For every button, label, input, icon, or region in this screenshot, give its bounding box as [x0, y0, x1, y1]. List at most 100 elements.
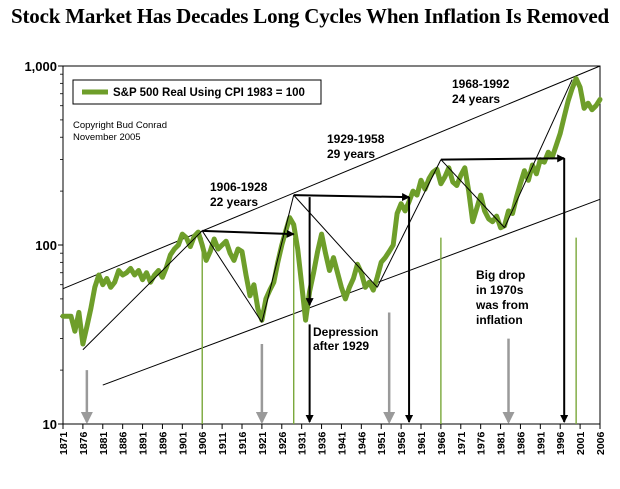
data-point: [348, 286, 350, 288]
data-point: [492, 221, 494, 223]
x-tick-label: 1986: [515, 431, 527, 455]
x-tick-label: 1921: [257, 431, 269, 455]
data-point: [173, 248, 175, 250]
data-point: [559, 132, 561, 135]
data-point: [567, 100, 569, 102]
data-point: [563, 116, 565, 118]
x-tick-label: 1911: [217, 432, 229, 455]
data-point: [424, 188, 426, 190]
x-tick-label: 2006: [595, 431, 607, 455]
annotation-1929-1958: 1929-1958: [327, 132, 385, 146]
data-point: [201, 244, 203, 246]
x-tick-label: 1871: [58, 431, 70, 455]
x-tick-label: 1906: [197, 431, 209, 455]
data-point: [583, 107, 585, 109]
x-tick-label: 1971: [456, 431, 468, 455]
data-point: [297, 248, 299, 250]
legend-label: S&P 500 Real Using CPI 1983 = 100: [113, 87, 305, 99]
data-point: [177, 244, 179, 246]
data-point: [332, 257, 335, 259]
data-point: [193, 235, 195, 237]
data-point: [78, 311, 80, 314]
data-point: [241, 250, 243, 253]
data-point: [416, 194, 418, 196]
data-point: [551, 156, 553, 158]
data-point: [432, 171, 434, 173]
data-point: [547, 151, 549, 153]
annotation-big-drop: was from: [475, 298, 529, 312]
data-point: [328, 269, 331, 272]
data-point: [316, 250, 319, 253]
cycle-trend-line: [504, 79, 573, 228]
data-point: [595, 105, 597, 107]
x-tick-label: 1941: [336, 431, 348, 455]
data-point: [70, 315, 72, 317]
data-point: [189, 245, 191, 248]
data-point: [527, 179, 530, 181]
data-point: [495, 215, 498, 217]
annotation-1906-1928: 1906-1928: [210, 180, 268, 194]
data-point: [404, 210, 406, 212]
data-point: [428, 177, 430, 180]
data-point: [555, 144, 557, 147]
data-point: [289, 217, 291, 219]
data-point: [157, 269, 160, 272]
data-point: [476, 207, 478, 210]
x-tick-label: 1881: [98, 431, 110, 455]
upper-trend-line: [62, 65, 601, 290]
data-point: [110, 286, 112, 288]
data-point: [225, 240, 227, 242]
data-point: [313, 272, 315, 274]
data-point: [141, 279, 144, 281]
data-point: [376, 276, 378, 278]
data-point: [126, 272, 128, 274]
data-point: [400, 203, 402, 205]
data-point: [380, 261, 382, 263]
data-point: [169, 254, 171, 256]
data-point: [575, 78, 577, 80]
chart-title: Stock Market Has Decades Long Cycles Whe…: [11, 4, 609, 28]
data-point: [472, 221, 474, 223]
data-point: [360, 272, 362, 274]
x-tick-label: 1891: [138, 431, 150, 455]
data-point: [488, 218, 490, 220]
annotation-1968-1992: 1968-1992: [452, 77, 510, 91]
annotation-1929-1958: 29 years: [327, 147, 375, 161]
cycle-span-arrow: [440, 154, 566, 163]
cycle-trend-line: [261, 194, 295, 323]
data-point: [122, 274, 124, 276]
x-tick-label: 1951: [376, 431, 388, 455]
data-point: [229, 252, 231, 254]
y-tick-label: 100: [35, 238, 57, 253]
data-point: [209, 250, 211, 253]
data-point: [233, 259, 235, 262]
data-point: [86, 326, 88, 328]
data-point: [456, 184, 458, 187]
data-point: [440, 183, 442, 185]
annotation-big-drop: inflation: [476, 313, 523, 327]
data-point: [137, 269, 140, 272]
data-point: [134, 274, 136, 276]
data-point: [90, 308, 92, 310]
annotation-1968-1992: 24 years: [452, 92, 500, 106]
data-point: [352, 277, 354, 280]
x-tick-label: 1936: [317, 431, 329, 455]
lower-trend-line: [102, 198, 601, 386]
x-tick-label: 1981: [496, 431, 508, 455]
y-tick-label: 10: [43, 417, 57, 432]
data-point: [499, 227, 502, 229]
cycle-trend-line: [82, 230, 203, 351]
data-point: [460, 174, 462, 176]
data-point: [396, 212, 398, 215]
data-point: [420, 179, 422, 181]
data-point: [484, 210, 486, 212]
x-tick-label: 1886: [118, 431, 130, 455]
data-point: [364, 286, 366, 288]
x-tick-label: 1961: [416, 431, 428, 455]
annotation-depression: Depression: [313, 325, 378, 339]
cycle-trend-line: [440, 159, 505, 228]
data-point: [265, 298, 267, 300]
data-point: [253, 284, 255, 286]
x-tick-label: 1901: [177, 431, 189, 455]
cycle-trend-line: [293, 194, 378, 288]
